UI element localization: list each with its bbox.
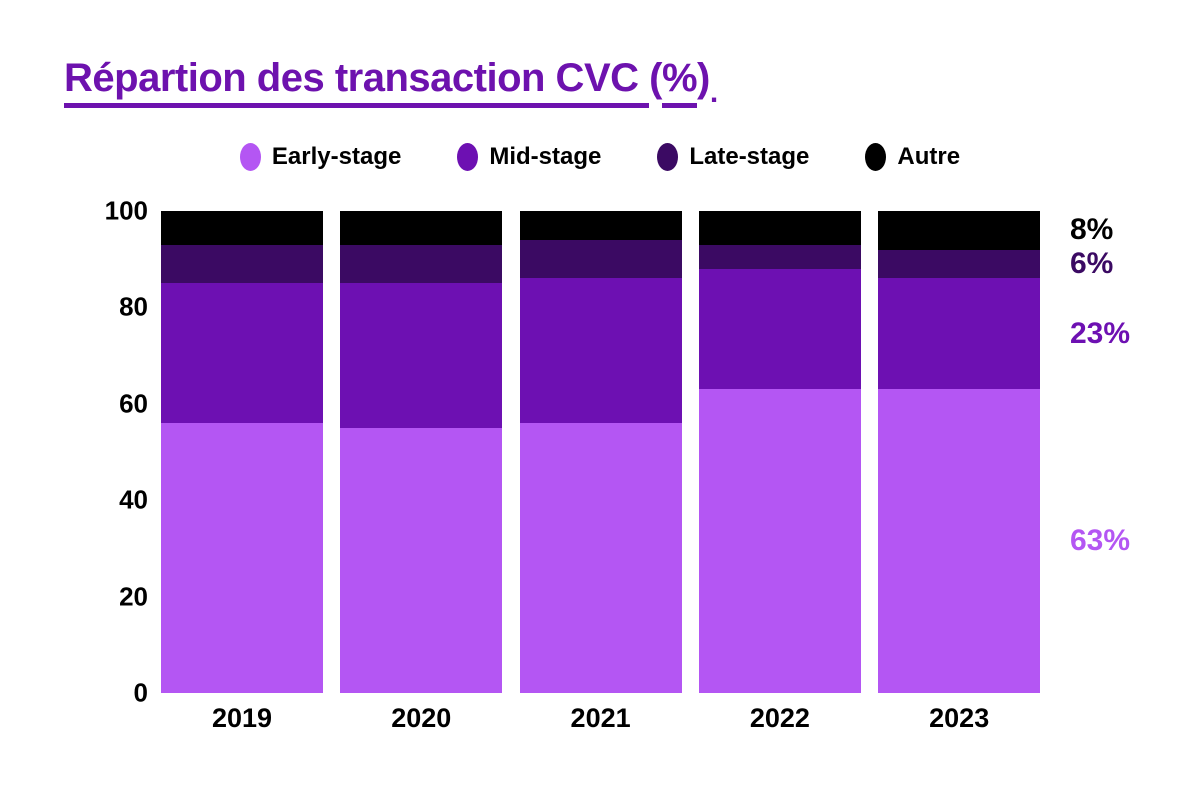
x-axis-label-2021: 2021 (570, 703, 631, 733)
title-text-underlined: Répartion des transaction CVC (64, 56, 650, 108)
value-label-early-stage: 63% (1070, 524, 1131, 558)
title-text: . (709, 76, 718, 109)
bar-segment-2020-mid-stage (340, 283, 503, 428)
y-axis-tick-20: 20 (119, 581, 148, 612)
legend-label: Late-stage (689, 143, 810, 170)
value-label-late-stage: 6% (1070, 247, 1114, 281)
legend-label: Autre (897, 143, 961, 170)
x-axis-label-2022: 2022 (749, 703, 810, 733)
bar-segment-2019-early-stage (161, 423, 323, 693)
legend-item-autre: Autre (865, 143, 960, 171)
bar-segment-2020-early-stage (340, 427, 503, 693)
x-axis-label-2023: 2023 (929, 703, 990, 733)
bar-segment-2021-early-stage (519, 423, 682, 693)
x-axis-label-2019: 2019 (211, 703, 273, 733)
bar-segment-2021-mid-stage (519, 278, 682, 424)
bar-segment-2020-late-stage (340, 244, 503, 284)
value-label-mid-stage: 23% (1070, 316, 1131, 350)
y-axis-tick-60: 60 (119, 388, 148, 419)
legend-dot-icon (865, 143, 887, 171)
value-label-autre: 8% (1070, 213, 1114, 247)
y-axis-tick-100: 100 (104, 195, 148, 226)
title-text: ) (697, 56, 710, 100)
bar-segment-2023-late-stage (878, 249, 1041, 279)
bar-segment-2019-mid-stage (161, 283, 323, 424)
y-axis-tick-80: 80 (119, 291, 148, 322)
bar-segment-2023-mid-stage (878, 278, 1041, 390)
bar-segment-2022-early-stage (698, 389, 861, 693)
y-axis-tick-40: 40 (119, 484, 148, 515)
bar-segment-2022-mid-stage (698, 268, 861, 390)
bar-segment-2021-late-stage (519, 239, 682, 279)
legend-dot-icon (239, 143, 261, 171)
legend-item-early-stage: Early-stage (239, 143, 402, 171)
legend-dot-icon (457, 143, 479, 171)
legend-dot-icon (657, 143, 679, 171)
legend-label: Mid-stage (489, 143, 602, 170)
bar-segment-2022-autre (698, 211, 861, 245)
legend-label: Early-stage (271, 143, 402, 170)
bar-segment-2023-autre (878, 211, 1041, 250)
bar-segment-2019-autre (161, 211, 323, 245)
legend-item-late-stage: Late-stage (657, 143, 809, 171)
legend-item-mid-stage: Mid-stage (457, 143, 601, 171)
legend: Early-stage Mid-stage Late-stage Autre (0, 143, 1200, 171)
chart-title: Répartion des transaction CVC (%). (64, 56, 718, 110)
bar-segment-2020-autre (340, 211, 503, 245)
x-axis-label-2020: 2020 (391, 703, 452, 733)
bar-segment-2021-autre (519, 211, 682, 240)
title-text: ( (649, 56, 662, 100)
y-axis-tick-0: 0 (133, 677, 148, 708)
title-text-underlined: % (661, 56, 698, 108)
bar-segment-2019-late-stage (161, 244, 323, 284)
bar-segment-2022-late-stage (698, 244, 861, 269)
bar-segment-2023-early-stage (878, 389, 1041, 693)
